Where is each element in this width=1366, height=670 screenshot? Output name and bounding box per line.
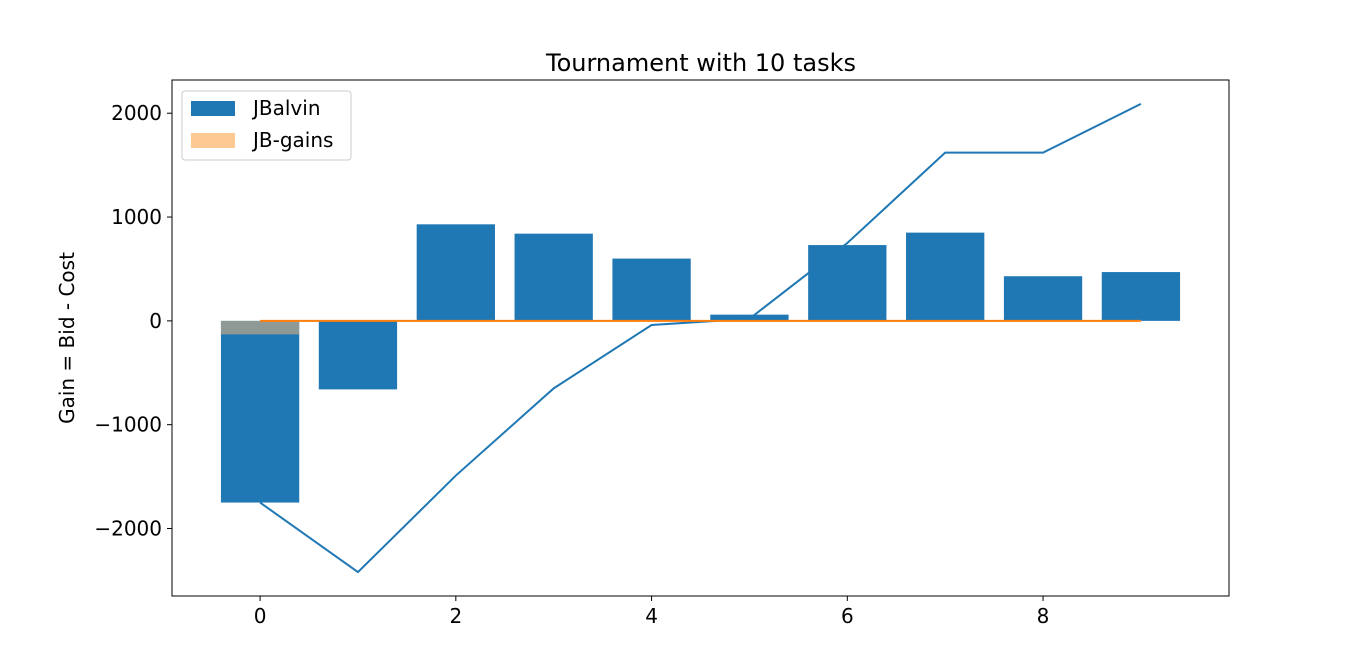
- y-tick-label-2: 0: [149, 309, 162, 333]
- plot-area: 0 2 4 6 8 2000 1000 0 −1000 −2000 JBalvin JB-gains: [94, 79, 1230, 628]
- bar-jbalvin-2: [416, 224, 495, 321]
- bar-jbalvin-7: [906, 232, 985, 321]
- legend-label-1: JB-gains: [251, 128, 333, 152]
- x-tick-label-0: 0: [254, 604, 267, 628]
- chart-title: Tournament with 10 tasks: [545, 49, 856, 77]
- x-tick-label-2: 2: [449, 604, 462, 628]
- bar-jbalvin-4: [612, 258, 691, 321]
- bar-jbalvin-8: [1003, 276, 1083, 321]
- plot-frame: [171, 79, 1230, 597]
- y-axis-label: Gain = Bid - Cost: [55, 252, 79, 424]
- y-tick-label-0: 2000: [111, 101, 162, 125]
- bar-jbalvin-0: [220, 320, 300, 503]
- x-tick-label-6: 6: [841, 604, 854, 628]
- bar-jbalvin-6: [808, 245, 887, 321]
- x-tick-label-8: 8: [1037, 604, 1050, 628]
- legend-swatch-1: [191, 133, 235, 148]
- y-tick-label-3: −1000: [94, 413, 162, 437]
- x-tick-label-4: 4: [645, 604, 658, 628]
- legend-label-0: JBalvin: [251, 96, 321, 120]
- bar-jb-gains-0: [220, 320, 300, 335]
- bar-jbalvin-1: [318, 320, 398, 390]
- y-tick-label-1: 1000: [111, 205, 162, 229]
- bar-jbalvin-3: [514, 233, 593, 321]
- legend-swatch-0: [191, 101, 235, 116]
- bar-jbalvin-9: [1101, 272, 1181, 321]
- cumulative-gain-line: [259, 102, 1142, 574]
- y-tick-label-4: −2000: [94, 517, 162, 541]
